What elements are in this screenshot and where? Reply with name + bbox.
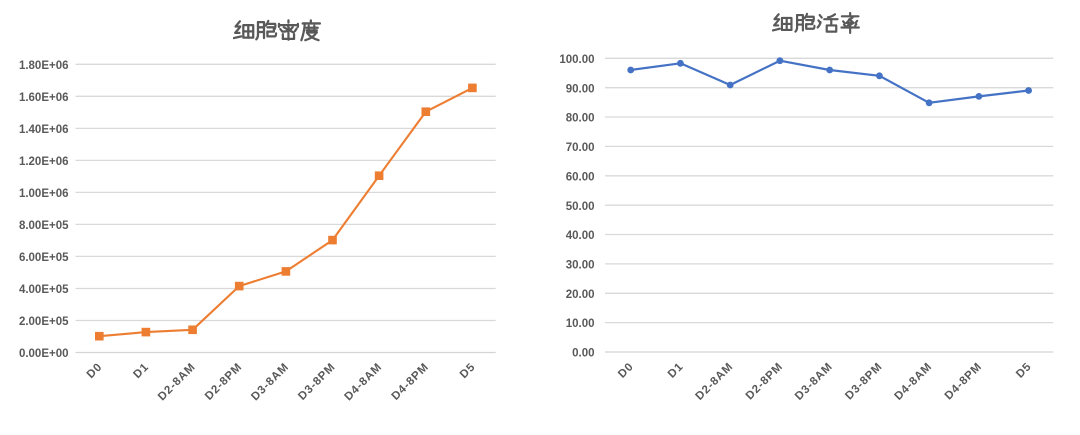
svg-text:30.00: 30.00: [566, 260, 595, 272]
svg-text:D3-8AM: D3-8AM: [249, 361, 291, 403]
svg-text:D4-8PM: D4-8PM: [943, 361, 985, 403]
svg-text:D5: D5: [458, 361, 478, 381]
svg-text:80.00: 80.00: [566, 113, 595, 125]
svg-text:10.00: 10.00: [566, 318, 595, 330]
svg-text:D5: D5: [1014, 361, 1034, 381]
svg-text:4.00E+05: 4.00E+05: [19, 284, 69, 296]
svg-text:D0: D0: [616, 361, 636, 381]
svg-text:2.00E+05: 2.00E+05: [19, 316, 69, 328]
svg-text:D2-8PM: D2-8PM: [744, 361, 786, 403]
svg-text:D1: D1: [666, 361, 686, 381]
svg-text:50.00: 50.00: [566, 201, 595, 213]
svg-text:100.00: 100.00: [559, 54, 594, 66]
svg-text:D4-8AM: D4-8AM: [892, 361, 934, 403]
svg-text:0.00E+00: 0.00E+00: [19, 348, 69, 360]
svg-text:8.00E+05: 8.00E+05: [19, 220, 69, 232]
svg-text:D2-8PM: D2-8PM: [203, 361, 245, 403]
svg-text:D0: D0: [85, 361, 105, 381]
svg-text:90.00: 90.00: [566, 83, 595, 95]
svg-text:D2-8AM: D2-8AM: [156, 361, 198, 403]
svg-text:1.60E+06: 1.60E+06: [19, 92, 69, 104]
svg-text:1.80E+06: 1.80E+06: [19, 60, 69, 72]
svg-text:0.00: 0.00: [572, 348, 594, 360]
svg-text:20.00: 20.00: [566, 289, 595, 301]
svg-text:D4-8PM: D4-8PM: [390, 361, 432, 403]
svg-text:60.00: 60.00: [566, 171, 595, 183]
svg-text:6.00E+05: 6.00E+05: [19, 252, 69, 264]
svg-text:D3-8AM: D3-8AM: [793, 361, 835, 403]
svg-text:D3-8PM: D3-8PM: [296, 361, 338, 403]
svg-text:D2-8AM: D2-8AM: [694, 361, 736, 403]
svg-text:40.00: 40.00: [566, 230, 595, 242]
svg-text:70.00: 70.00: [566, 142, 595, 154]
svg-text:D3-8PM: D3-8PM: [843, 361, 885, 403]
svg-text:1.20E+06: 1.20E+06: [19, 156, 69, 168]
svg-text:1.00E+06: 1.00E+06: [19, 188, 69, 200]
svg-text:1.40E+06: 1.40E+06: [19, 124, 69, 136]
svg-text:D4-8AM: D4-8AM: [342, 361, 384, 403]
svg-text:D1: D1: [131, 361, 151, 381]
